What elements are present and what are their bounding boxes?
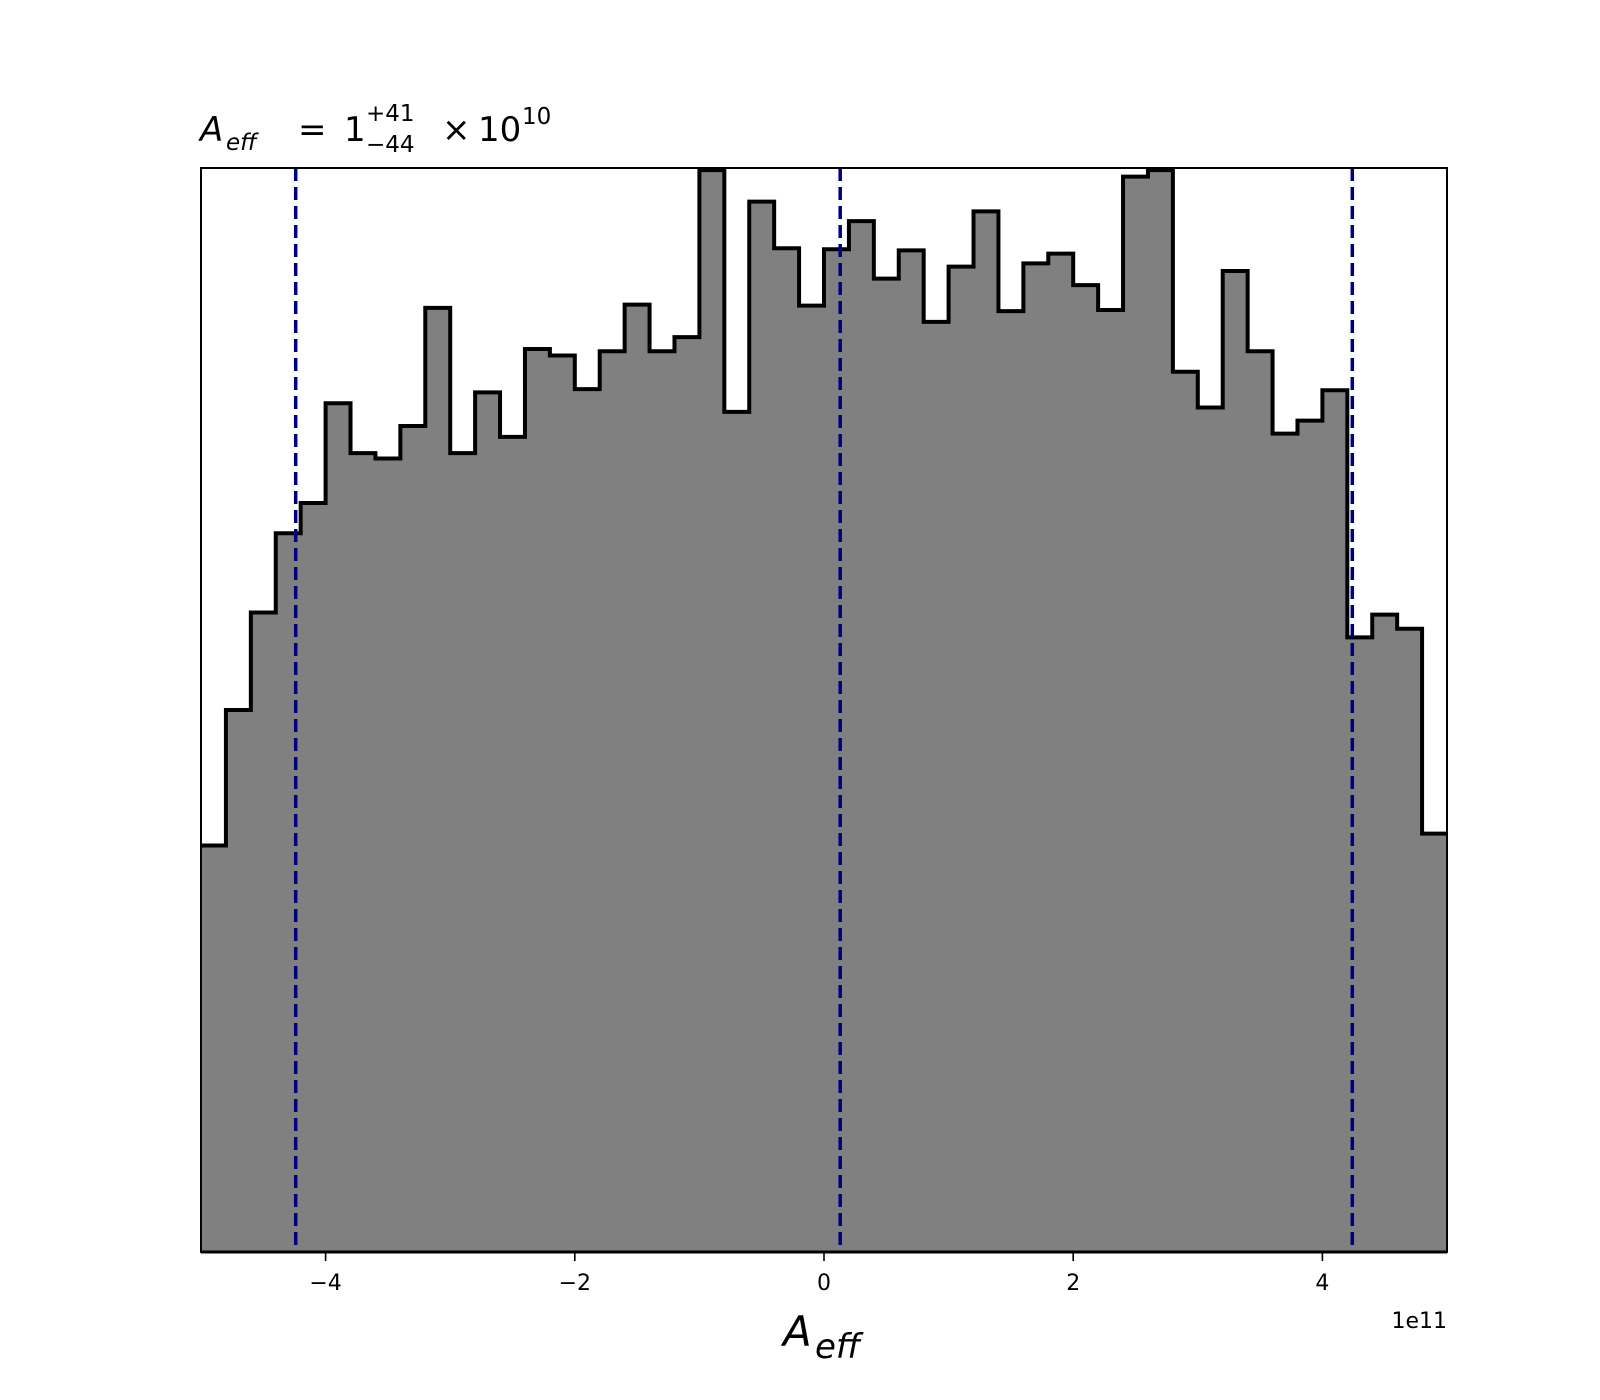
xlabel-subscript: eff	[815, 1327, 864, 1367]
x-tick-label: −2	[559, 1271, 591, 1296]
x-axis: −4 −2 0 2 4	[309, 1252, 1329, 1296]
x-axis-label: A eff	[780, 1307, 864, 1367]
title-subscript: eff	[226, 130, 259, 156]
title-equals: =	[298, 110, 327, 150]
title-base: 10	[478, 110, 521, 150]
x-tick-label: −4	[309, 1271, 341, 1296]
x-tick-label: 4	[1315, 1271, 1329, 1296]
title-upper-error: +41	[366, 101, 415, 127]
title-symbol: A	[198, 110, 223, 150]
title-lower-error: −44	[366, 132, 415, 158]
title-exponent: 10	[522, 104, 551, 130]
xlabel-symbol: A	[780, 1307, 812, 1356]
x-tick-label: 2	[1066, 1271, 1080, 1296]
histogram-fill	[201, 170, 1447, 1252]
x-offset-label: 1e11	[1391, 1309, 1447, 1334]
quantile-lines	[293, 168, 1355, 1252]
histogram-outline	[201, 168, 1447, 848]
chart-title: A eff = 1 +41 −44 × 10 10	[198, 101, 551, 158]
x-tick-label: 0	[817, 1271, 831, 1296]
title-value: 1	[344, 110, 366, 150]
plot-area	[200, 167, 1448, 1254]
title-times: ×	[442, 110, 471, 150]
